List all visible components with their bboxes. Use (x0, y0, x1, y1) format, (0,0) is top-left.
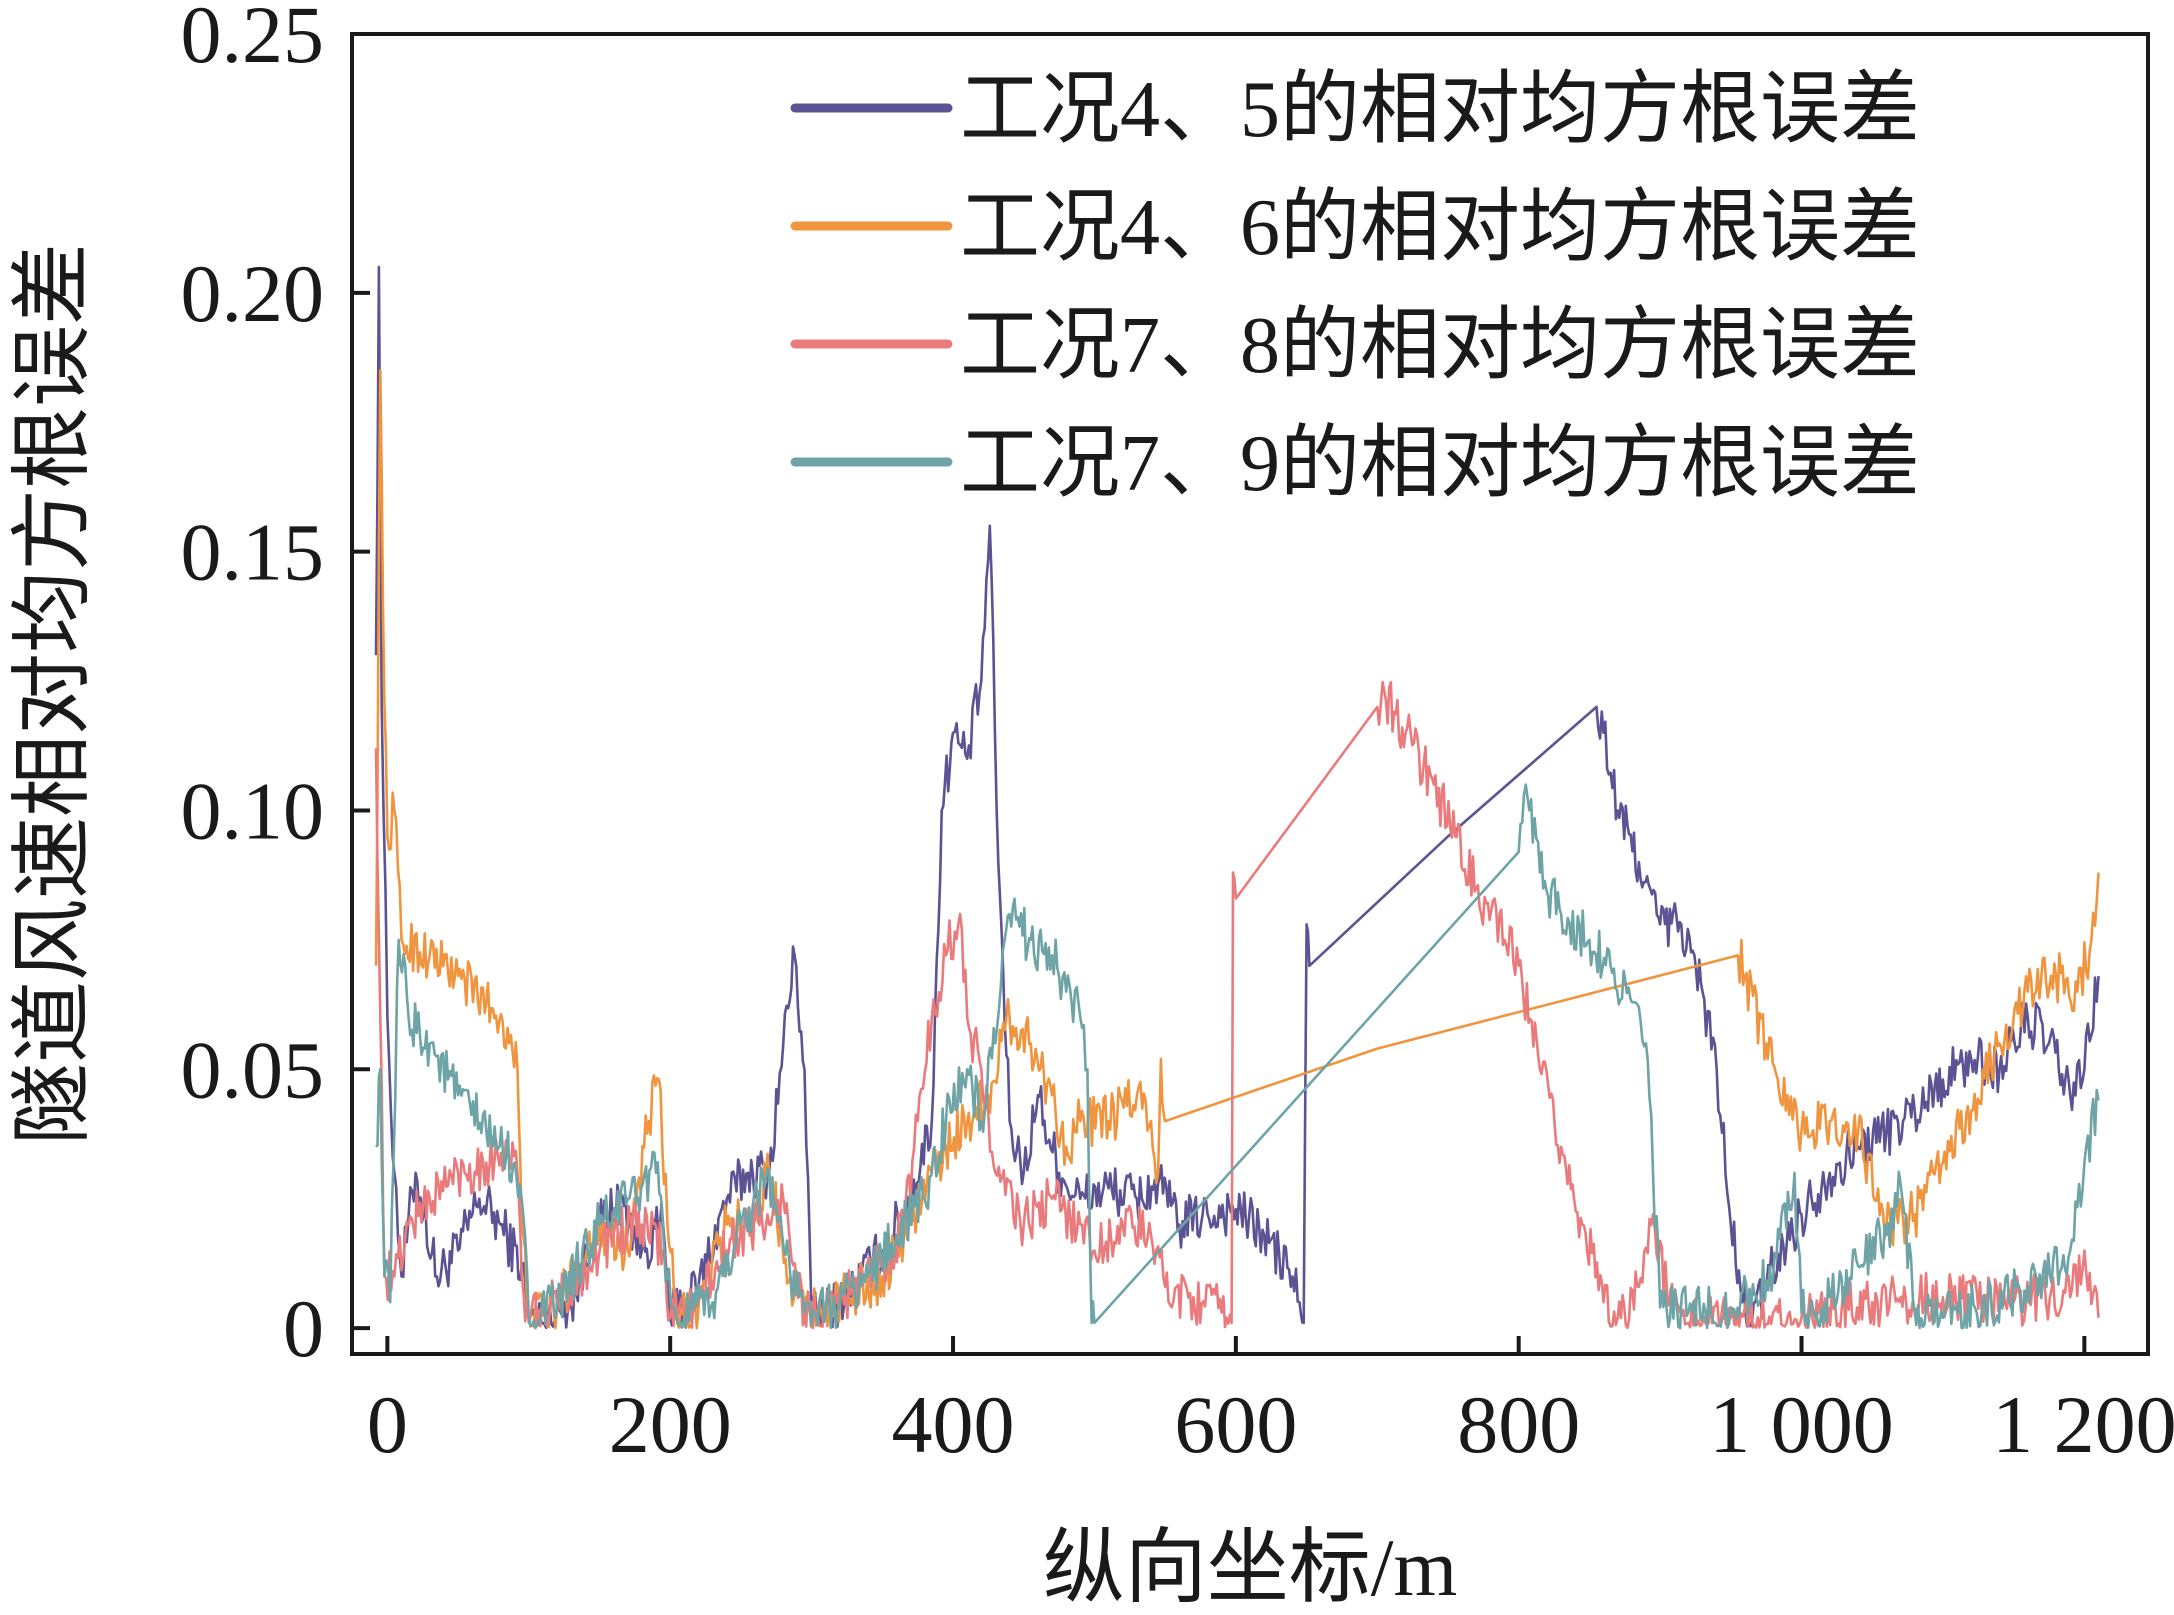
series-line-3 (374, 680, 2100, 1330)
y-tick-label: 0 (283, 1283, 324, 1374)
x-tick-label: 400 (892, 1379, 1015, 1470)
series-layer (374, 265, 2100, 1330)
series-line-4 (375, 783, 2100, 1330)
legend-label-3: 工况7、8的相对均方根误差 (960, 302, 1920, 390)
y-axis-title: 隧道风速相对均方根误差 (7, 243, 98, 1145)
y-tick-label: 0.05 (181, 1024, 325, 1115)
legend-label-1: 工况4、5的相对均方根误差 (960, 66, 1920, 154)
tick-layer: 0 200 400 600 800 1 000 1 200 0 0.05 0.10 0.15 0.20… (181, 0, 2174, 1470)
x-tick-label: 600 (1174, 1379, 1297, 1470)
y-tick-label: 0.20 (181, 248, 325, 339)
x-tick-label: 1 000 (1709, 1379, 1894, 1470)
x-tick-label: 800 (1457, 1379, 1580, 1470)
x-tick-label: 1 200 (1992, 1379, 2174, 1470)
x-axis-title: 纵向坐标/m (1043, 1522, 1458, 1613)
plot-frame (350, 32, 2150, 1356)
y-tick-label: 0.15 (181, 507, 325, 598)
legend-label-2: 工况4、6的相对均方根误差 (960, 184, 1920, 272)
y-tick-label: 0.25 (181, 0, 325, 80)
legend: 工况4、5的相对均方根误差工况4、6的相对均方根误差工况7、8的相对均方根误差工… (790, 66, 1920, 508)
x-tick-label: 0 (367, 1379, 408, 1470)
legend-label-4: 工况7、9的相对均方根误差 (960, 420, 1920, 508)
y-tick-label: 0.10 (181, 765, 325, 856)
x-tick-label: 200 (609, 1379, 732, 1470)
